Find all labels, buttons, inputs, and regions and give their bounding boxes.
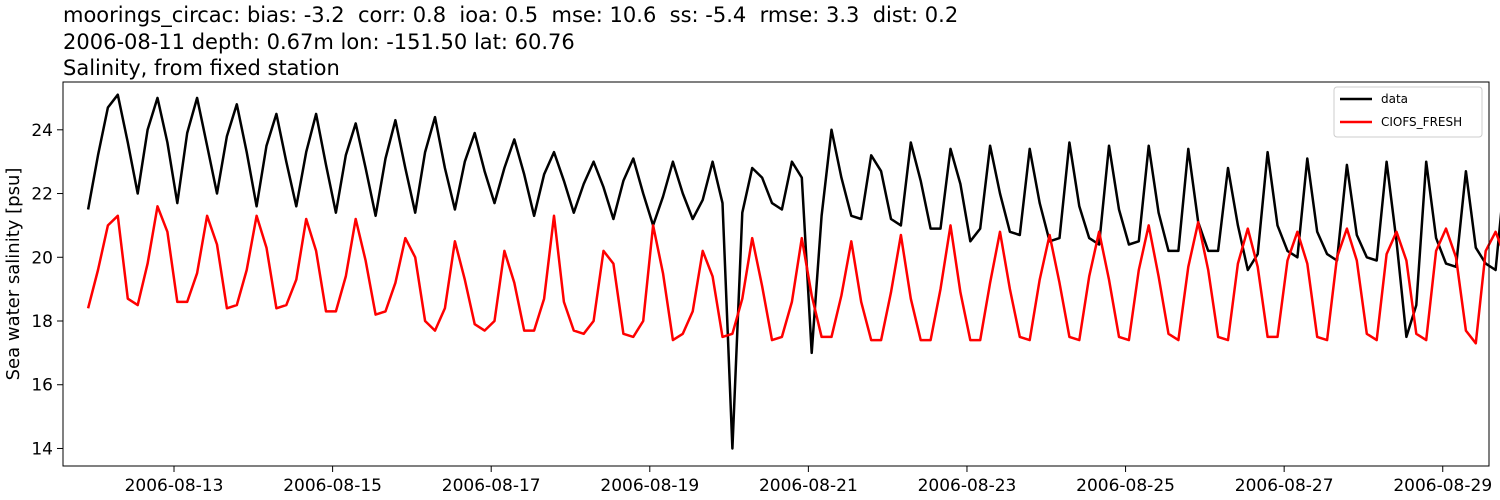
y-tick-label: 16 — [31, 376, 53, 396]
legend-label-data: data — [1381, 92, 1408, 106]
x-tick-label: 2006-08-29 — [1393, 476, 1492, 496]
y-tick-label: 14 — [31, 439, 53, 459]
x-tick-label: 2006-08-27 — [1235, 476, 1334, 496]
x-tick-label: 2006-08-17 — [442, 476, 541, 496]
chart-title-metrics: moorings_circac: bias: -3.2 corr: 0.8 io… — [63, 3, 959, 27]
chart-title-variable: Salinity, from fixed station — [63, 56, 340, 80]
x-axis: 2006-08-13 2006-08-15 2006-08-17 2006-08-19… — [125, 466, 1492, 496]
legend-label-ciofs-fresh: CIOFS_FRESH — [1381, 115, 1462, 129]
y-axis: 14 16 18 20 22 24 — [31, 121, 63, 459]
x-tick-label: 2006-08-25 — [1076, 476, 1175, 496]
y-axis-label: Sea water salinity [psu] — [3, 168, 24, 381]
x-tick-label: 2006-08-19 — [600, 476, 699, 496]
x-tick-label: 2006-08-13 — [125, 476, 224, 496]
series-line-ciofs-fresh — [86, 205, 1500, 345]
y-tick-label: 18 — [31, 312, 53, 332]
y-tick-label: 22 — [31, 185, 53, 205]
chart-title-location: 2006-08-11 depth: 0.67m lon: -151.50 lat… — [63, 30, 575, 54]
legend: data CIOFS_FRESH — [1333, 86, 1483, 138]
series-layer — [86, 93, 1500, 450]
x-tick-label: 2006-08-21 — [759, 476, 858, 496]
x-tick-label: 2006-08-15 — [283, 476, 382, 496]
y-tick-label: 20 — [31, 248, 53, 268]
series-line-data — [86, 93, 1500, 450]
x-tick-label: 2006-08-23 — [918, 476, 1017, 496]
plot-area-frame — [62, 81, 1490, 467]
y-tick-label: 24 — [31, 121, 53, 141]
